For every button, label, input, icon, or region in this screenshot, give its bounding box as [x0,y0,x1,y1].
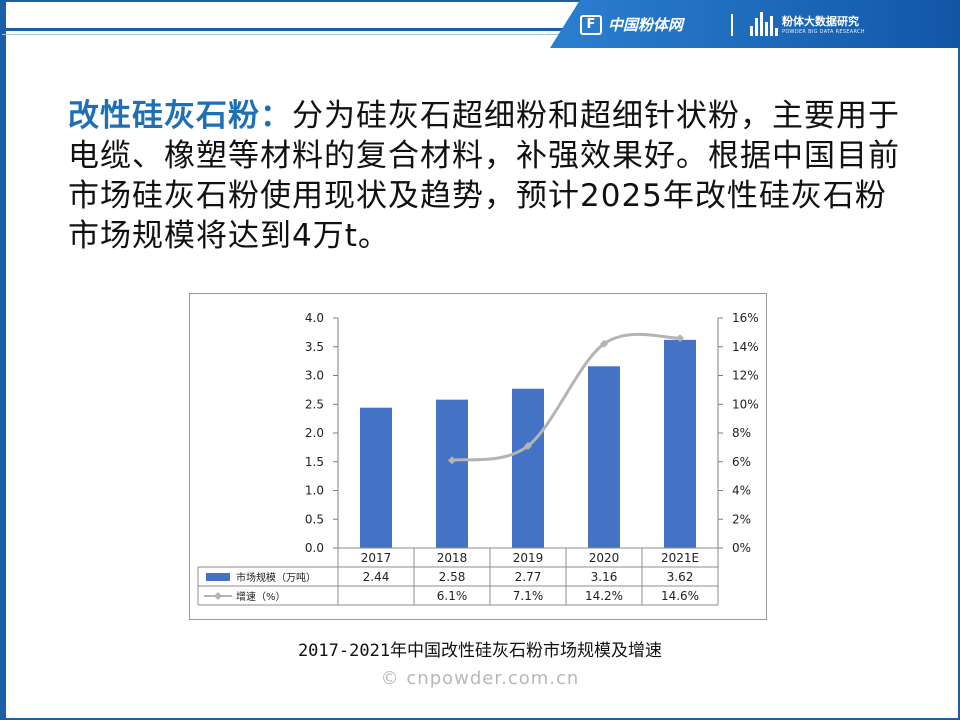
y-left-tick-label: 0.5 [305,512,324,526]
legend-bar-label: 市场规模（万吨） [236,571,316,584]
cnpowder-logo[interactable]: F 中国粉体网 [580,14,683,35]
logo-divider [731,14,733,36]
y-left-tick-label: 1.5 [305,455,324,469]
header-rule-thin [0,34,960,35]
x-tick-label: 2020 [589,551,620,565]
y-right-tick-label: 10% [732,397,759,411]
chart-caption: 2017-2021年中国改性硅灰石粉市场规模及增速 [297,641,663,661]
bigdata-logo-cn: 粉体大数据研究 [782,15,859,28]
bar [664,339,696,548]
bar-chart-icon [750,12,778,36]
growth-marker [524,441,532,450]
x-tick-label: 2018 [437,551,468,565]
intro-paragraph: 改性硅灰石粉：分为硅灰石超细粉和超细针状粉，主要用于电缆、橡塑等材料的复合材料，… [68,96,908,256]
paragraph-highlight: 改性硅灰石粉： [68,98,292,134]
growth-marker [676,334,684,343]
y-left-tick-label: 1.0 [305,484,324,498]
header-rule [0,28,960,31]
y-right-tick-label: 12% [732,369,759,383]
y-right-tick-label: 14% [732,340,759,354]
y-left-tick-label: 3.5 [305,340,324,354]
y-right-tick-label: 4% [732,484,751,498]
chart-container: 0.0 0.5 1.0 1.5 2.0 2.5 3.0 3.5 4.0 0% 2% 4% 6% 8% 10%… [189,293,767,620]
y-right-tick-label: 6% [732,455,751,469]
bigdata-logo[interactable]: 粉体大数据研究 POWDER BIG DATA RESEARCH [750,12,865,36]
bar [512,388,544,548]
growth-value-label: 14.2% [585,589,623,603]
bar-value-label: 2.58 [439,570,466,584]
paragraph-body: 分为硅灰石超细粉和超细针状粉，主要用于电缆、橡塑等材料的复合材料，补强效果好。根… [68,98,900,254]
legend-bar-swatch [206,573,230,581]
growth-marker [600,339,608,348]
market-size-chart: 0.0 0.5 1.0 1.5 2.0 2.5 3.0 3.5 4.0 0% 2% 4% 6% 8% 10%… [197,311,759,606]
left-accent-bar [0,0,6,720]
y-right-tick-label: 16% [732,311,759,325]
y-right-tick-label: 8% [732,426,751,440]
bar [436,399,468,548]
watermark: © cnpowder.com.cn [380,668,580,689]
y-left-tick-label: 2.5 [305,397,324,411]
y-right-tick-label: 2% [732,512,751,526]
growth-value-label: 14.6% [661,589,699,603]
cnpowder-logo-icon: F [580,14,602,35]
growth-value-label: 6.1% [437,589,468,603]
y-right-tick-label: 0% [732,541,751,555]
bar-value-label: 2.77 [515,570,542,584]
legend-line-marker [214,592,222,600]
bar-value-label: 2.44 [363,570,390,584]
bar-value-label: 3.16 [591,570,618,584]
cnpowder-logo-text: 中国粉体网 [608,16,684,34]
y-left-tick-label: 3.0 [305,369,324,383]
bar [588,366,620,548]
legend-line-label: 增速（%） [236,590,286,603]
bar [360,407,392,548]
x-tick-label: 2021E [661,551,699,565]
y-left-tick-label: 4.0 [305,311,324,325]
growth-marker [448,456,456,465]
growth-line [451,332,681,462]
y-left-tick-label: 2.0 [305,426,324,440]
x-tick-label: 2019 [513,551,544,565]
y-left-tick-label: 0.0 [305,541,324,555]
bigdata-logo-en: POWDER BIG DATA RESEARCH [782,29,865,35]
x-tick-label: 2017 [361,551,392,565]
bar-value-label: 3.62 [667,570,694,584]
growth-value-label: 7.1% [513,589,544,603]
